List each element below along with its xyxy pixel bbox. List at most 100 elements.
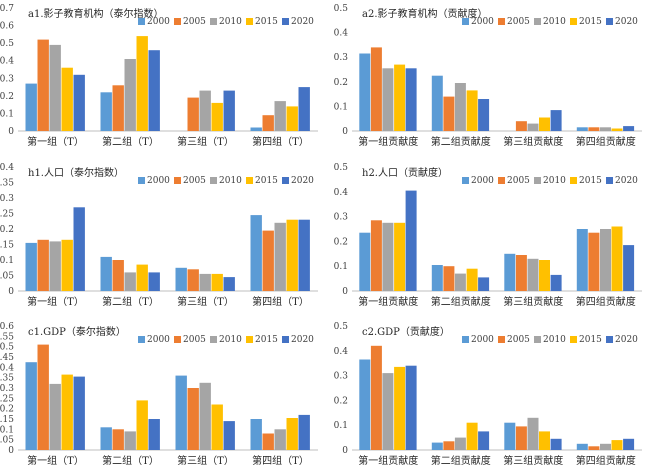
chart-title: h1.人口（泰尔指数） [28, 166, 124, 179]
bar-2000 [250, 215, 262, 291]
bar-2005 [262, 230, 274, 291]
bar-2005 [262, 115, 274, 131]
y-tick-label: 0.4 [0, 163, 14, 173]
legend-swatch [534, 18, 541, 25]
category-label: 第一组（T） [27, 454, 84, 467]
y-tick-label: 0.2 [334, 396, 348, 406]
bar-2010 [527, 123, 539, 131]
category-label: 第三组贡献度 [503, 295, 563, 308]
bar-2005 [112, 260, 124, 291]
bar-2010 [199, 90, 211, 131]
bar-2020 [148, 419, 160, 450]
bar-2000 [576, 443, 588, 450]
legend-swatch [498, 336, 505, 343]
category-label: 第四组（T） [252, 295, 309, 308]
bar-2010 [274, 101, 286, 131]
legend-swatch [174, 336, 181, 343]
bar-2005 [370, 220, 382, 291]
y-tick-label: 0.6 [0, 322, 14, 332]
bar-2010 [49, 383, 61, 450]
y-tick-label: 0.15 [0, 241, 14, 251]
y-tick-label: 0.3 [0, 384, 14, 394]
y-tick-label: 0.25 [0, 394, 14, 404]
bar-2010 [124, 431, 136, 450]
y-tick-label: 0.3 [0, 74, 14, 84]
bar-2000 [250, 419, 262, 450]
category-label: 第一组贡献度 [358, 135, 418, 148]
legend-swatch [606, 18, 613, 25]
bar-2010 [382, 222, 394, 291]
legend-swatch [534, 336, 541, 343]
legend-swatch [210, 18, 217, 25]
bar-2005 [112, 85, 124, 131]
bar-2015 [211, 404, 223, 450]
bar-2005 [370, 345, 382, 450]
legend-label: 2015 [255, 335, 278, 345]
y-tick-label: 0.3 [334, 372, 349, 382]
bar-2000 [359, 232, 371, 291]
bar-2005 [112, 429, 124, 450]
bar-2015 [611, 226, 623, 291]
bar-2020 [223, 421, 235, 450]
legend-swatch [174, 177, 181, 184]
bar-2005 [588, 127, 600, 131]
category-label: 第二组贡献度 [431, 135, 491, 148]
bar-2020 [298, 219, 310, 291]
bar-2020 [73, 74, 85, 131]
legend-label: 2015 [255, 17, 278, 27]
legend-label: 2015 [579, 176, 602, 186]
bar-2015 [136, 264, 148, 291]
legend-swatch [246, 18, 253, 25]
legend-swatch [606, 177, 613, 184]
bar-2005 [515, 255, 527, 291]
bar-2015 [611, 128, 623, 131]
bar-2005 [443, 441, 455, 450]
legend-swatch [570, 18, 577, 25]
bar-2020 [223, 277, 235, 291]
legend-swatch [246, 336, 253, 343]
y-tick-label: 0.4 [334, 347, 349, 357]
legend-swatch [534, 177, 541, 184]
bar-2015 [394, 222, 406, 291]
category-label: 第一组（T） [27, 295, 84, 308]
bar-2010 [600, 443, 611, 450]
bar-2005 [370, 47, 382, 131]
bar-2010 [527, 417, 539, 450]
legend-label: 2015 [579, 335, 602, 345]
legend-label: 2005 [183, 176, 206, 186]
bar-2005 [262, 433, 274, 450]
chart-title: c2.GDP（贡献度） [362, 325, 450, 338]
bar-2015 [136, 36, 148, 131]
y-tick-label: 0.25 [0, 210, 14, 220]
y-tick-label: 0.2 [0, 225, 14, 235]
legend-swatch [570, 177, 577, 184]
legend-swatch [246, 177, 253, 184]
category-label: 第三组贡献度 [503, 454, 563, 467]
legend-label: 2000 [471, 335, 494, 345]
y-tick-label: 0.2 [0, 405, 14, 415]
bar-2005 [37, 39, 49, 131]
legend-swatch [498, 177, 505, 184]
bar-2005 [37, 239, 49, 291]
legend-swatch [174, 18, 181, 25]
bar-2015 [136, 400, 148, 450]
y-tick-label: 0 [342, 287, 348, 297]
bar-2020 [623, 245, 635, 291]
bar-2010 [124, 59, 136, 131]
bar-2010 [49, 44, 61, 131]
bar-2000 [359, 359, 371, 450]
bar-2000 [359, 53, 371, 131]
bar-2005 [443, 266, 455, 291]
legend-label: 2010 [219, 17, 242, 27]
bar-2000 [576, 127, 588, 131]
bar-2010 [600, 127, 611, 131]
bar-2020 [478, 99, 490, 131]
bar-2020 [550, 110, 562, 131]
legend-label: 2015 [255, 176, 278, 186]
legend-label: 2005 [183, 335, 206, 345]
y-tick-label: 0.1 [0, 109, 14, 119]
bar-2015 [394, 64, 406, 131]
bar-2000 [576, 229, 588, 291]
bar-2020 [550, 438, 562, 450]
y-tick-label: 0.1 [334, 262, 348, 272]
